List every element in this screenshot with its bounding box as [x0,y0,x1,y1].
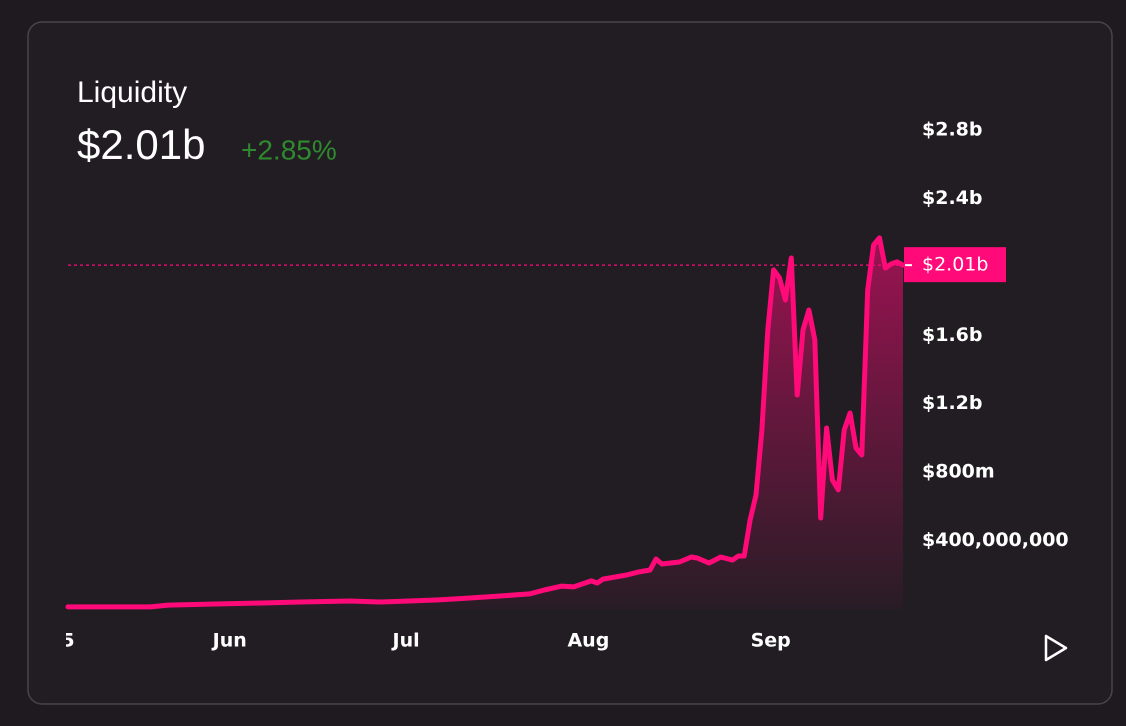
y-tick-label: $2.8b [922,119,982,141]
current-marker [904,247,1006,283]
x-tick-label: Sep [751,630,791,652]
x-axis: 5 Jun Jul Aug Sep [61,630,791,652]
y-tick-label: $2.4b [922,187,982,209]
change: +2.85% [241,134,337,165]
area [68,237,903,609]
plot: $400,000,000 $800m $1.2b $1.6b $2.4b $2.8b 5 Ju… [61,119,1069,652]
line [65,235,906,610]
x-tick-label: Jun [211,630,247,652]
x-tick-label: Aug [567,630,609,652]
y-tick-label: $1.6b [922,324,982,346]
y-tick-label: $400,000,000 [922,529,1069,551]
y-tick-label: $800m [922,461,995,483]
current-value: $2.01b [77,121,205,168]
y-tick-label: $1.2b [922,392,982,414]
chart-title: Liquidity [77,76,187,109]
x-tick-label: Jul [391,630,420,652]
play-button[interactable] [1044,634,1068,662]
x-tick-label: 5 [61,630,74,652]
current-label: $2.01b [922,254,988,276]
